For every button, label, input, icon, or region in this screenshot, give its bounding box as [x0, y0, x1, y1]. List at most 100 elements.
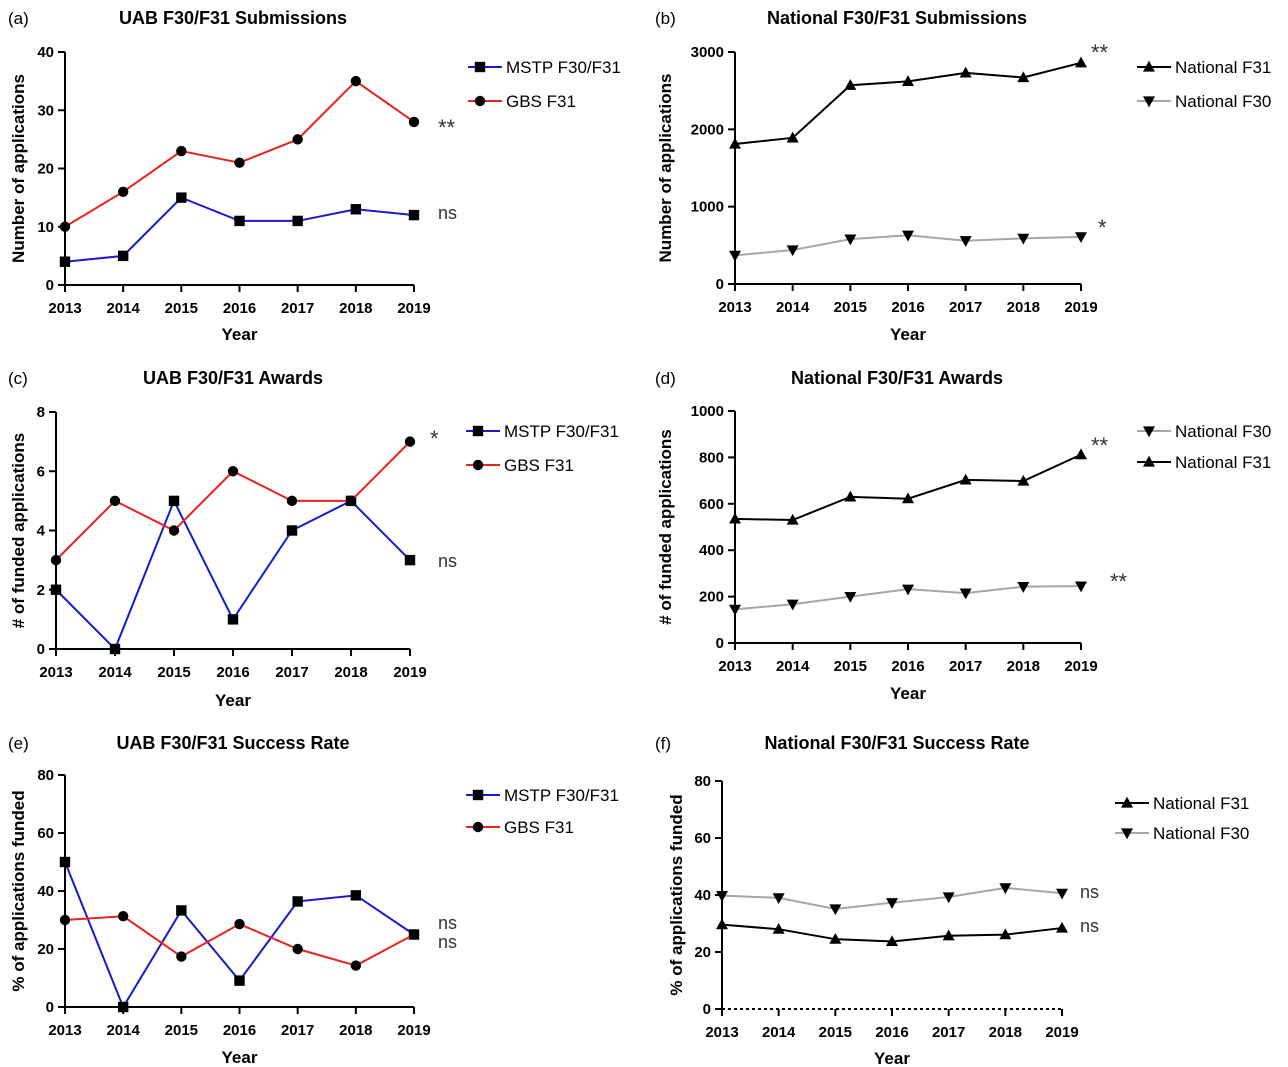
legend-entry: MSTP F30/F31 [466, 422, 619, 441]
x-tick-label: 2016 [223, 300, 256, 317]
data-point [959, 236, 972, 247]
significance-label: ns [438, 551, 457, 571]
significance-label: ns [438, 203, 457, 223]
y-axis-label: Number of applications [9, 74, 28, 263]
data-point [117, 911, 129, 922]
chart-panel-d: (d) National F30/F31 Awards 0 200 400 600 800 1… [655, 368, 1271, 703]
x-tick-label: 2016 [891, 299, 924, 316]
data-point [1017, 71, 1030, 83]
data-point [117, 1001, 129, 1013]
legend-marker [1121, 828, 1133, 840]
data-point [176, 192, 187, 203]
x-tick-label: 2015 [819, 1024, 852, 1041]
y-tick-label: 10 [37, 219, 54, 236]
data-point [1075, 448, 1087, 460]
data-point [959, 588, 972, 600]
y-tick-label: 80 [37, 767, 54, 784]
legend-label: GBS F31 [504, 456, 574, 475]
series-1 [50, 436, 416, 566]
y-axis-label: # of funded applications [9, 433, 28, 629]
y-tick-label: 20 [37, 161, 54, 178]
legend-label: MSTP F30/F31 [504, 422, 619, 441]
legend-entry: National F31 [1137, 58, 1271, 77]
legend-entry: National F30 [1137, 92, 1271, 111]
x-tick-label: 2013 [48, 1022, 81, 1039]
data-point [1075, 232, 1087, 244]
panel-label: (a) [8, 9, 29, 28]
x-tick-label: 2017 [281, 300, 314, 317]
y-tick-label: 20 [694, 944, 711, 961]
chart-panel-a: (a) UAB F30/F31 Submissions 0 10 20 30 40 2013 2… [8, 8, 621, 344]
series-1 [59, 75, 420, 232]
data-point [109, 495, 121, 507]
data-point [176, 905, 187, 916]
data-point [1017, 474, 1030, 486]
y-tick-label: 1000 [691, 403, 724, 420]
y-tick-label: 800 [699, 449, 724, 466]
significance-label: ns [1080, 916, 1099, 936]
chart-panel-e: (e) UAB F30/F31 Success Rate 0 20 40 60 80 2013… [8, 733, 619, 1067]
significance-label: ns [438, 932, 457, 952]
data-point [729, 512, 741, 524]
x-tick-label: 2016 [891, 658, 924, 675]
y-tick-label: 6 [37, 463, 45, 480]
x-tick-label: 2018 [334, 664, 367, 681]
legend-entry: National F30 [1115, 824, 1249, 843]
data-point [234, 975, 245, 986]
y-tick-label: 1000 [691, 199, 724, 216]
legend-label: National F31 [1175, 453, 1271, 472]
legend-label: MSTP F30/F31 [506, 58, 621, 77]
series-line [55, 498, 411, 651]
series-0 [50, 495, 416, 655]
x-axis-label: Year [222, 1048, 258, 1067]
significance-label: * [1098, 215, 1107, 240]
y-axis-label: % of applications funded [9, 790, 28, 991]
panel-label: (d) [655, 369, 676, 388]
y-tick-label: 3000 [691, 44, 724, 61]
data-point [902, 584, 914, 596]
legend-marker [1121, 796, 1133, 808]
data-point [117, 250, 129, 262]
legend-marker [1143, 426, 1155, 438]
data-point [829, 932, 842, 944]
data-point [227, 466, 239, 477]
series-0 [729, 581, 1087, 616]
significance-label: * [430, 426, 439, 451]
x-tick-label: 2014 [106, 1022, 140, 1039]
chart-title: National F30/F31 Awards [791, 368, 1003, 388]
data-point [772, 923, 785, 934]
data-point [942, 892, 955, 904]
data-point [902, 75, 914, 86]
x-tick-label: 2014 [776, 658, 810, 675]
x-tick-label: 2017 [949, 299, 982, 316]
y-tick-label: 2000 [691, 121, 724, 138]
data-point [729, 250, 741, 262]
y-tick-label: 40 [37, 883, 54, 900]
x-axis-label: Year [215, 691, 251, 710]
data-point [959, 66, 972, 78]
data-point [1075, 581, 1087, 593]
data-point [345, 495, 357, 507]
data-point [59, 256, 71, 267]
y-tick-label: 2 [37, 582, 45, 599]
data-point [286, 525, 298, 536]
data-point [408, 116, 420, 128]
data-point [786, 245, 799, 257]
legend-marker [472, 459, 484, 471]
significance-label: ns [1080, 882, 1099, 902]
data-point [286, 495, 298, 507]
chart-title: UAB F30/F31 Success Rate [116, 733, 349, 753]
x-tick-label: 2018 [1007, 299, 1040, 316]
legend-marker [1143, 96, 1155, 108]
panel-label: (f) [655, 734, 671, 753]
legend-marker [472, 425, 484, 437]
data-point [959, 473, 972, 485]
data-point [117, 186, 129, 197]
y-tick-label: 0 [703, 1001, 711, 1018]
data-point [844, 490, 857, 502]
data-point [729, 604, 741, 616]
y-tick-label: 0 [37, 641, 45, 658]
x-tick-label: 2015 [157, 664, 190, 681]
data-point [772, 893, 785, 905]
